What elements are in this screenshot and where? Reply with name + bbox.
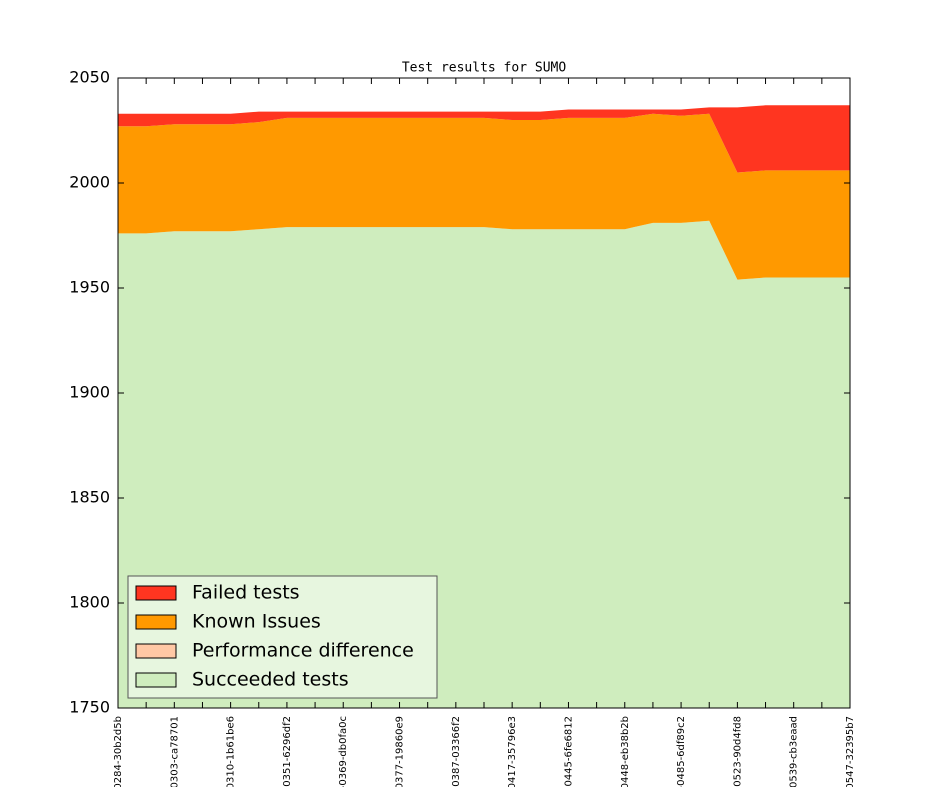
x-tick-label: 0547-32395b7	[845, 716, 856, 787]
x-tick-label: 0448-eb38b2b	[620, 716, 631, 787]
x-tick-label: -0369-db0fa0c	[338, 716, 349, 787]
x-tick-label: -0523-90d4fd8	[732, 716, 743, 787]
legend-label: Succeeded tests	[192, 669, 349, 691]
legend-label: Known Issues	[192, 611, 321, 633]
x-tick-label: -0445-6fe6812	[563, 716, 574, 787]
chart-title: Test results for SUMO	[402, 61, 567, 76]
legend-swatch	[135, 672, 177, 688]
x-tick-label: 0310-1b61be6	[226, 716, 237, 787]
area	[118, 105, 850, 173]
x-tick-label: 0303-ca78701	[169, 716, 180, 787]
legend: Failed tests Known Issues Performance diff…	[127, 575, 438, 699]
x-tick-label: 0387-03366f2	[451, 716, 462, 787]
legend-label: Performance difference	[192, 640, 414, 662]
legend-label: Failed tests	[192, 582, 300, 604]
x-tick-label: -0351-6296df2	[282, 716, 293, 787]
y-tick-label: 2050	[69, 68, 110, 87]
legend-swatch	[135, 643, 177, 659]
y-tick-label: 1900	[69, 383, 110, 402]
legend-box	[127, 575, 438, 699]
x-tick-label: 0284-30b2d5b	[113, 716, 124, 787]
legend-swatch	[135, 585, 177, 601]
y-tick-label: 1850	[69, 488, 110, 507]
y-tick-label: 1950	[69, 278, 110, 297]
x-tick-label: -0485-6df89c2	[676, 716, 687, 787]
y-tick-label: 1750	[69, 698, 110, 717]
area	[118, 113, 850, 280]
legend-swatch	[135, 614, 177, 630]
y-tick-label: 2000	[69, 173, 110, 192]
x-tick-label: 0377-19860e9	[395, 716, 406, 787]
x-tick-label: 0539-cb3eaad	[789, 716, 800, 787]
x-tick-label: 0417-35796e3	[507, 716, 518, 787]
y-tick-label: 1800	[69, 593, 110, 612]
